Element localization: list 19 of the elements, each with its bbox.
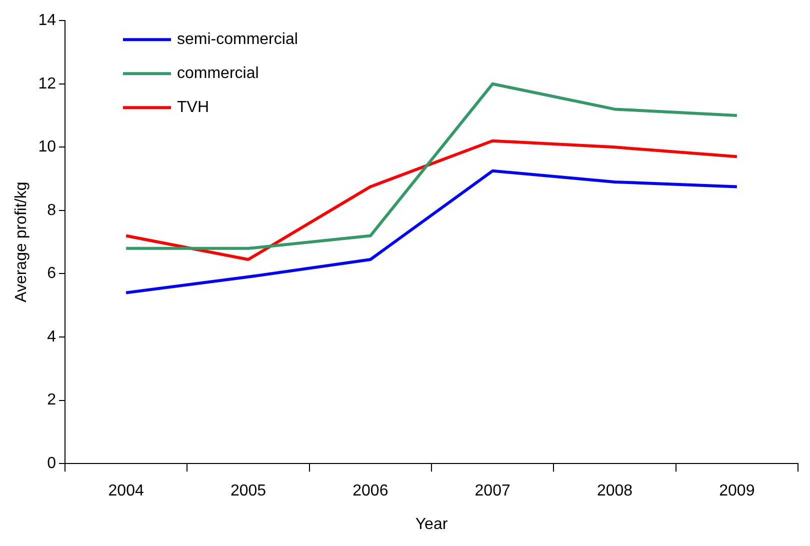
y-tick-label: 8	[47, 202, 56, 219]
x-tick-label: 2004	[108, 482, 144, 500]
y-tick-label: 4	[47, 328, 56, 346]
y-tick-label: 0	[47, 455, 56, 472]
x-tick-label: 2009	[719, 482, 755, 500]
x-tick-label: 2006	[352, 482, 388, 500]
y-axis-title: Average profit/kg	[13, 182, 30, 302]
y-tick-label: 12	[38, 75, 56, 92]
x-tick-label: 2007	[474, 482, 510, 500]
x-axis-title: Year	[415, 516, 448, 533]
x-tick-label: 2005	[230, 482, 266, 500]
y-tick-label: 6	[47, 265, 56, 282]
legend-label: TVH	[176, 99, 209, 116]
x-tick-label: 2008	[596, 482, 633, 500]
legend-label: commercial	[176, 65, 259, 82]
y-tick-label: 2	[47, 392, 56, 409]
y-tick-label: 14	[38, 12, 56, 30]
y-tick-label: 10	[38, 138, 56, 156]
legend-label: semi-commercial	[176, 31, 298, 48]
